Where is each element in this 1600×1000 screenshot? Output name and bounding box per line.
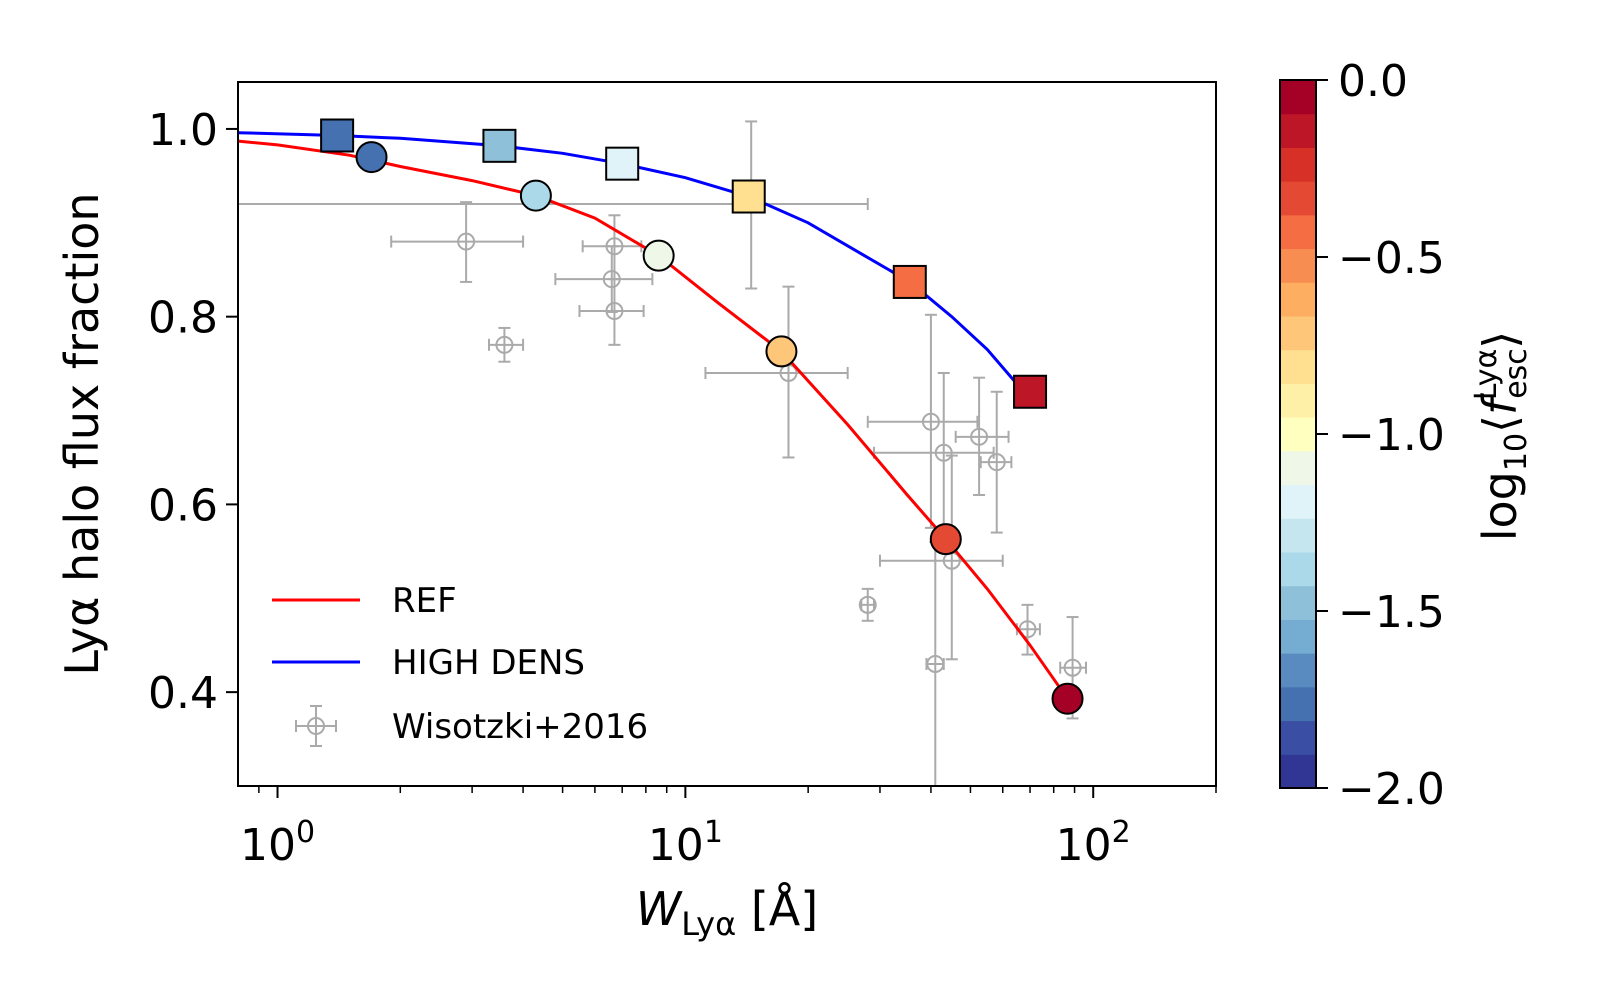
- colorbar-segment: [1280, 147, 1316, 182]
- colorbar: 0.0 −0.5 −1.0 −1.5 −2.0: [1279, 56, 1445, 815]
- colorbar-segment: [1280, 585, 1316, 620]
- high-dens-marker-5: [892, 264, 927, 299]
- ref-marker-4: [765, 335, 798, 368]
- colorbar-tick-label: −1.0: [1338, 410, 1445, 461]
- wisotzki-point-13: [858, 587, 877, 622]
- colorbar-tick-label: 0.0: [1338, 56, 1408, 107]
- colorbar-segment: [1280, 80, 1316, 115]
- high-dens-marker-4: [731, 179, 766, 214]
- colorbar-segment: [1280, 214, 1316, 250]
- y-tick-label: 1.0: [148, 105, 218, 156]
- colorbar-tick-label: −0.5: [1338, 233, 1445, 284]
- colorbar-tick-label: −1.5: [1338, 587, 1445, 638]
- wisotzki-point-10: [954, 376, 1010, 497]
- high-dens-marker-1: [320, 118, 355, 153]
- colorbar-segment: [1280, 248, 1316, 283]
- colorbar-segment: [1280, 686, 1316, 722]
- y-axis-title: Lyα halo flux fraction: [55, 192, 109, 675]
- colorbar-segment: [1280, 518, 1316, 553]
- high-dens-marker-3: [605, 146, 640, 181]
- colorbar-segment: [1280, 113, 1316, 148]
- y-tick-label: 0.4: [148, 668, 218, 719]
- plot-frame: [237, 81, 1217, 787]
- ref-marker-2: [519, 179, 552, 212]
- colorbar-tick-label: −2.0: [1338, 764, 1445, 815]
- wisotzki-point-12: [878, 454, 1004, 661]
- legend-label-ref: REF: [392, 581, 457, 621]
- colorbar-segment: [1280, 653, 1316, 688]
- high-dens-marker-6: [1013, 374, 1048, 409]
- wisotzki-point-9: [872, 371, 995, 534]
- colorbar-segment: [1280, 316, 1316, 351]
- ref-marker-3: [642, 239, 675, 272]
- wisotzki-point-15: [1015, 603, 1041, 656]
- curve-high-dens: [238, 131, 1021, 389]
- x-tick-label: 101: [648, 815, 723, 871]
- wisotzki-point-4: [554, 245, 654, 313]
- legend: REF HIGH DENS Wisotzki+2016: [272, 581, 648, 747]
- colorbar-segment: [1280, 181, 1316, 216]
- wisotzki-point-14: [925, 540, 945, 786]
- wisotzki-point-2: [488, 326, 525, 363]
- wisotzki-point-11: [979, 390, 1013, 534]
- high-dens-marker-2: [482, 128, 517, 163]
- y-tick-label: 0.6: [148, 480, 218, 531]
- colorbar-segment: [1280, 552, 1316, 587]
- legend-label-high-dens: HIGH DENS: [392, 643, 585, 683]
- ref-marker-5: [929, 523, 962, 556]
- colorbar-segment: [1280, 383, 1316, 418]
- colorbar-segment: [1280, 417, 1316, 452]
- wisotzki-point-7: [704, 285, 849, 459]
- wisotzki-point-1: [390, 201, 525, 283]
- colorbar-segment: [1280, 619, 1316, 654]
- y-tick-label: 0.8: [148, 293, 218, 344]
- colorbar-segment: [1280, 349, 1316, 384]
- x-tick-label: 102: [1056, 815, 1131, 871]
- colorbar-segment: [1280, 282, 1316, 317]
- legend-label-wisotzki: Wisotzki+2016: [392, 707, 648, 747]
- ref-marker-1: [355, 141, 388, 174]
- ref-marker-6: [1051, 682, 1084, 715]
- colorbar-segment: [1280, 720, 1316, 755]
- wisotzki-point-8: [866, 313, 979, 529]
- wisotzki-point-5: [578, 278, 645, 346]
- colorbar-title: log10⟨fescLyα⟩: [1469, 331, 1534, 542]
- x-axis-title: WLyα [Å]: [636, 882, 818, 943]
- colorbar-segment: [1280, 484, 1316, 519]
- x-tick-label: 100: [240, 815, 315, 871]
- legend-swatch-wisotzki: [295, 705, 337, 747]
- colorbar-segment: [1280, 754, 1316, 789]
- colorbar-segment: [1280, 450, 1316, 486]
